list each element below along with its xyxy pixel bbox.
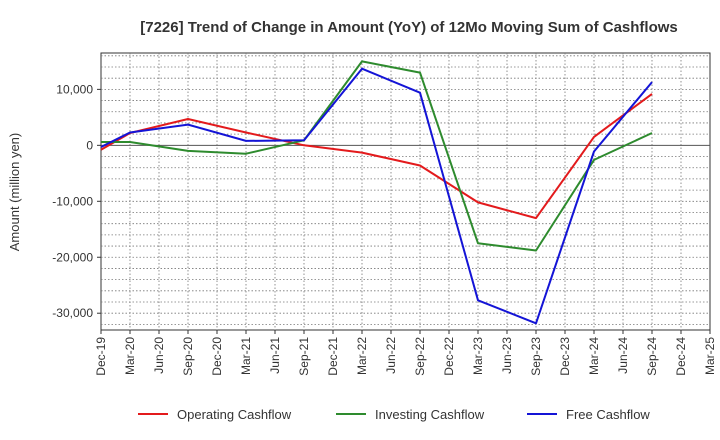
plot-frame <box>100 52 711 331</box>
x-tick-label: Dec-24 <box>674 337 688 376</box>
y-axis-ticks: 10,000 0 -10,000 -20,000 -30,000 <box>52 82 101 320</box>
x-tick-label: Dec-20 <box>210 337 224 376</box>
y-tick-label: 10,000 <box>56 82 93 96</box>
x-tick-label: Mar-21 <box>239 337 253 375</box>
x-tick-label: Mar-22 <box>355 337 369 375</box>
x-tick-label: Sep-23 <box>529 337 543 376</box>
x-axis-ticks: Dec-19 Mar-20 Jun-20 Sep-20 Dec-20 Mar-21 Jun-… <box>94 330 717 376</box>
series-line-investing-cashflow <box>101 60 653 252</box>
x-tick-label: Mar-25 <box>703 337 717 375</box>
grid <box>101 53 710 330</box>
x-tick-label: Dec-19 <box>94 337 108 376</box>
series-lines <box>100 60 653 325</box>
series-line-free-cashflow <box>100 67 653 325</box>
y-axis-label: Amount (million yen) <box>7 133 22 252</box>
y-tick-label: -20,000 <box>52 250 93 264</box>
x-tick-label: Jun-20 <box>152 337 166 374</box>
x-tick-label: Dec-23 <box>558 337 572 376</box>
legend-label: Free Cashflow <box>566 407 650 422</box>
legend-label: Operating Cashflow <box>177 407 292 422</box>
x-tick-label: Dec-22 <box>442 337 456 376</box>
legend-label: Investing Cashflow <box>375 407 485 422</box>
legend: Operating Cashflow Investing Cashflow Free… <box>138 407 650 422</box>
chart-title: [7226] Trend of Change in Amount (YoY) o… <box>140 19 678 36</box>
x-tick-label: Jun-24 <box>616 337 630 374</box>
x-tick-label: Jun-21 <box>268 337 282 374</box>
plot-area <box>100 52 711 331</box>
x-tick-label: Jun-22 <box>384 337 398 374</box>
x-tick-label: Mar-23 <box>471 337 485 375</box>
x-tick-label: Sep-20 <box>181 337 195 376</box>
y-tick-label: -10,000 <box>52 194 93 208</box>
y-tick-label: -30,000 <box>52 306 93 320</box>
x-tick-label: Dec-21 <box>326 337 340 376</box>
x-tick-label: Sep-24 <box>645 337 659 376</box>
x-tick-label: Sep-22 <box>413 337 427 376</box>
series-line-operating-cashflow <box>100 93 653 220</box>
x-tick-label: Sep-21 <box>297 337 311 376</box>
x-tick-label: Mar-20 <box>123 337 137 375</box>
x-tick-label: Jun-23 <box>500 337 514 374</box>
x-tick-label: Mar-24 <box>587 337 601 375</box>
y-tick-label: 0 <box>86 138 93 152</box>
